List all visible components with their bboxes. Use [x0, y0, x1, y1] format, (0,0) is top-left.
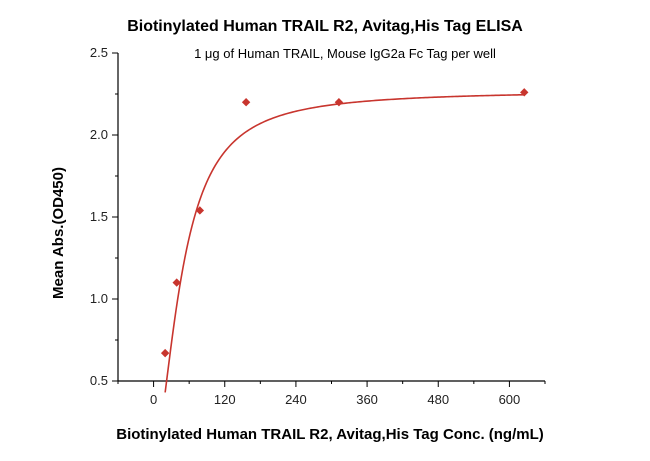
y-tick-label: 1.5 — [90, 209, 108, 224]
fit-curve — [164, 93, 525, 393]
chart-subtitle: 1 μg of Human TRAIL, Mouse IgG2a Fc Tag … — [194, 46, 496, 61]
data-point — [195, 206, 205, 215]
x-tick-label: 480 — [427, 392, 449, 407]
x-tick-label: 240 — [285, 392, 307, 407]
data-point — [334, 98, 344, 107]
data-point — [241, 98, 251, 107]
y-axis-title: Mean Abs.(OD450) — [50, 167, 67, 299]
chart-title: Biotinylated Human TRAIL R2, Avitag,His … — [127, 18, 523, 35]
y-tick-label: 1.0 — [90, 291, 108, 306]
x-tick-label: 120 — [214, 392, 236, 407]
x-tick-label: 600 — [499, 392, 521, 407]
plot-area: 0.5 1.0 1.5 2.0 2.5 0 120 240 360 480 600 — [90, 45, 546, 407]
data-point — [160, 348, 170, 358]
x-tick-label: 0 — [150, 392, 157, 407]
x-axis-title: Biotinylated Human TRAIL R2, Avitag,His … — [116, 426, 544, 443]
y-tick-label: 2.0 — [90, 127, 108, 142]
y-tick-label: 2.5 — [90, 45, 108, 60]
data-point — [172, 278, 181, 287]
y-tick-label: 0.5 — [90, 373, 108, 388]
data-point — [520, 88, 529, 97]
x-tick-label: 360 — [356, 392, 378, 407]
